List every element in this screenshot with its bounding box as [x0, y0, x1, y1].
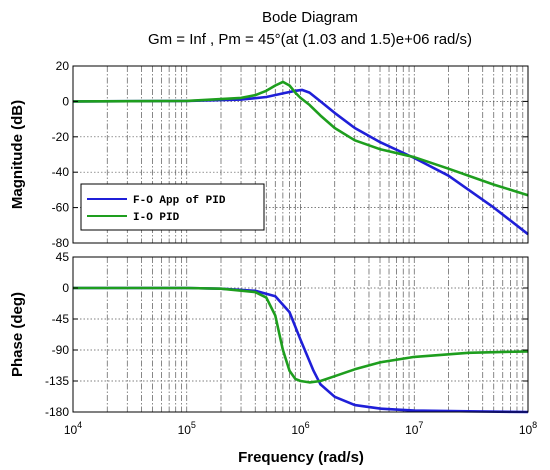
axes-box — [72, 65, 529, 244]
x-tick-label: 105 — [178, 420, 196, 437]
y-tick-label: -90 — [52, 343, 70, 357]
series-line-fo-pid — [72, 88, 529, 236]
legend-label: F-O App of PID — [133, 195, 226, 207]
legend: F-O App of PID I-O PID — [80, 183, 265, 231]
y-tick-label: 45 — [56, 250, 70, 264]
x-tick-label: 106 — [291, 420, 309, 437]
panel-phase: 45 0 -45 -90 -135 -180 Phase (deg) — [9, 250, 529, 419]
y-tick-label: 0 — [62, 281, 69, 295]
x-tick-label: 108 — [519, 420, 537, 437]
y-tick-label: -20 — [52, 130, 70, 144]
y-tick-label: -135 — [45, 374, 69, 388]
y-tick-label: -180 — [45, 405, 69, 419]
x-tick-label: 104 — [64, 420, 82, 437]
x-axis-ticks: 104 105 106 107 108 — [64, 420, 537, 437]
series-line-io-pid — [72, 80, 529, 197]
x-tick-label: 107 — [405, 420, 423, 437]
chart-title: Bode Diagram — [262, 9, 358, 26]
x-axis-label: Frequency (rad/s) — [238, 449, 364, 466]
y-axis-label: Phase (deg) — [9, 292, 26, 377]
legend-label: I-O PID — [133, 212, 180, 224]
y-tick-label: -40 — [52, 165, 70, 179]
y-axis-label: Magnitude (dB) — [9, 100, 26, 209]
y-tick-label: 0 — [62, 94, 69, 108]
series-line-io-pid — [73, 286, 529, 384]
y-tick-label: 20 — [56, 59, 70, 73]
y-tick-label: -60 — [52, 201, 70, 215]
legend-box — [80, 183, 265, 231]
axes-box — [72, 256, 529, 413]
y-tick-label: -80 — [52, 236, 70, 250]
panels: 20 0 -20 -40 -60 -80 Magnitude (dB) 45 0 -45 -90 -1… — [9, 59, 537, 437]
y-tick-label: -45 — [52, 312, 70, 326]
chart-subtitle: Gm = Inf , Pm = 45°(at (1.03 and 1.5)e+0… — [148, 31, 472, 48]
